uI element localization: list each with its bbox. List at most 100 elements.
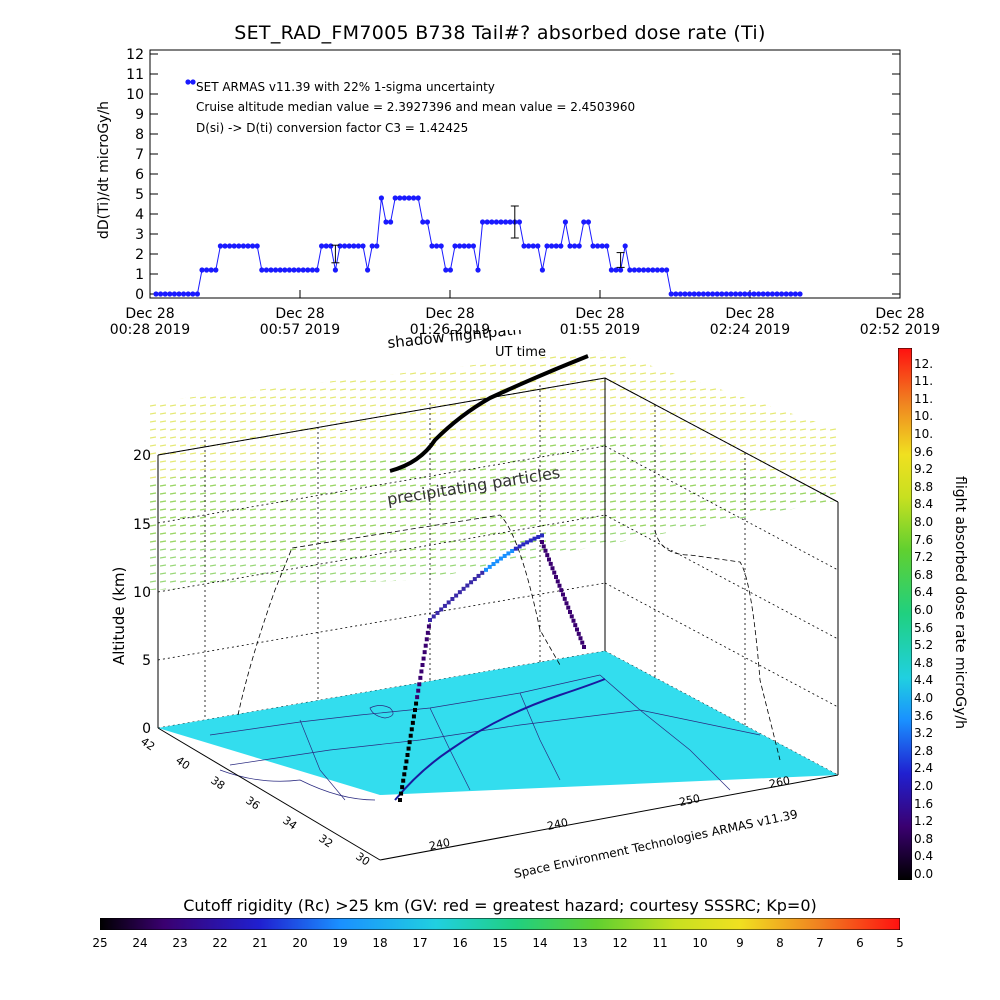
rigidity-colorbar-tick: 6 (856, 936, 864, 950)
flight-path-point (571, 618, 576, 623)
rigidity-colorbar-tick: 11 (652, 936, 668, 950)
dose-rate-point (498, 219, 504, 225)
dose-rate-point (595, 243, 601, 249)
dose-rate-point (167, 291, 173, 297)
dose-rate-point (714, 291, 720, 297)
dose-colorbar-tick: 12. (914, 356, 934, 371)
dose-rate-point (558, 243, 564, 249)
z-tick-5: 5 (142, 653, 151, 669)
y-tick-label: 2 (135, 247, 144, 263)
dose-rate-point (452, 243, 458, 249)
dose-rate-point (493, 219, 499, 225)
flight-path-point (561, 592, 565, 597)
dose-rate-point (691, 291, 697, 297)
rigidity-colorbar-tick: 9 (736, 936, 744, 950)
dose-rate-point (420, 219, 426, 225)
flight-path-point (557, 583, 562, 588)
lon-axis-ticks: 240 240 250 260 (379, 774, 839, 861)
rigidity-colorbar-tick: 22 (212, 936, 228, 950)
dose-rate-point (378, 195, 384, 201)
note-cruise-altitude: Cruise altitude median value = 2.3927396… (196, 100, 636, 114)
dose-rate-point (549, 243, 555, 249)
x-tick-label: Dec 28 00:57 2019 (259, 306, 341, 338)
flight-path-point (554, 575, 558, 579)
flight-path-point (410, 720, 415, 725)
dose-rate-point (434, 243, 440, 249)
error-bars (331, 205, 625, 268)
dose-rate-point (369, 243, 375, 249)
dose-rate-point (254, 243, 260, 249)
dose-rate-point (503, 219, 509, 225)
dose-colorbar-tick: 10. (914, 409, 934, 424)
flight-path-point (578, 636, 583, 641)
dose-colorbar-tick: 3.6 (914, 708, 934, 723)
dose-rate-point (760, 291, 766, 297)
dose-colorbar-tick: 5.6 (914, 620, 934, 635)
dose-rate-point (383, 219, 389, 225)
dose-rate-point (217, 243, 223, 249)
dose-rate-point (273, 267, 279, 273)
rigidity-colorbar-tick: 20 (292, 936, 308, 950)
dose-rate-point (774, 291, 780, 297)
dose-rate-point (641, 267, 647, 273)
dose-rate-point (521, 243, 527, 249)
ut-time-label: UT time (495, 345, 546, 360)
dose-rate-point (581, 219, 587, 225)
flight-path-point (547, 557, 551, 562)
dose-colorbar-tick: 0.8 (914, 831, 934, 846)
dose-rate-point (240, 243, 246, 249)
dose-colorbar-tick: 9.2 (914, 462, 934, 477)
x-tick-label: Dec 28 00:28 2019 (109, 306, 191, 338)
dose-rate-point (259, 267, 265, 273)
flight-path-point (426, 624, 431, 629)
y-tick-label: 8 (135, 127, 144, 143)
dose-rate-point (576, 243, 582, 249)
lat-tick-42: 42 (138, 735, 157, 754)
dose-rate-point (475, 267, 481, 273)
dose-rate-point (222, 243, 228, 249)
dose-colorbar-tick: 8.4 (914, 497, 934, 512)
flight-path-point (552, 570, 557, 575)
flight-path-point (420, 663, 425, 667)
rigidity-colorbar-tick: 25 (92, 936, 108, 950)
flight-path-point (402, 772, 407, 777)
dose-rate-point (227, 243, 233, 249)
shadow-flightpath-top (389, 354, 589, 473)
dose-rate-point (286, 267, 292, 273)
flight-path-point (421, 656, 426, 661)
dose-rate-point (526, 243, 532, 249)
dose-rate-point (401, 195, 407, 201)
dose-rate-point (687, 291, 693, 297)
flight-path-point (411, 714, 416, 719)
flight-path-point (400, 785, 405, 790)
flight-path-point (431, 614, 436, 619)
map-shadow-track (394, 678, 606, 801)
flight-path-point (510, 549, 515, 554)
dose-rate-point (535, 243, 541, 249)
dose-rate-point (447, 267, 453, 273)
dose-rate-point (397, 195, 403, 201)
dose-rate-point (406, 195, 412, 201)
x-tick-label: Dec 28 02:24 2019 (709, 306, 791, 338)
dose-rate-point (162, 291, 168, 297)
dose-colorbar-tick: 5.2 (914, 638, 934, 653)
z-tick-0: 0 (142, 721, 151, 737)
dose-rate-point (590, 243, 596, 249)
dose-colorbar-tick: 1.6 (914, 796, 934, 811)
flight-path-point (491, 562, 496, 567)
flight-path-point (559, 588, 564, 593)
flight-path-point (404, 759, 409, 764)
flight-path-point (573, 623, 578, 628)
lat-tick-34: 34 (280, 814, 299, 833)
dose-rate-point (636, 267, 642, 273)
dose-rate-point (650, 267, 656, 273)
rigidity-colorbar-tick: 12 (612, 936, 628, 950)
rigidity-colorbar-tick: 14 (532, 936, 548, 950)
dose-rate-point (158, 291, 164, 297)
dose-rate-point (424, 219, 430, 225)
flight-path-point (564, 601, 569, 606)
dose-rate-point (783, 291, 789, 297)
dose-rate-point (231, 243, 237, 249)
lat-tick-32: 32 (316, 832, 335, 851)
flight-path-point (403, 765, 408, 770)
